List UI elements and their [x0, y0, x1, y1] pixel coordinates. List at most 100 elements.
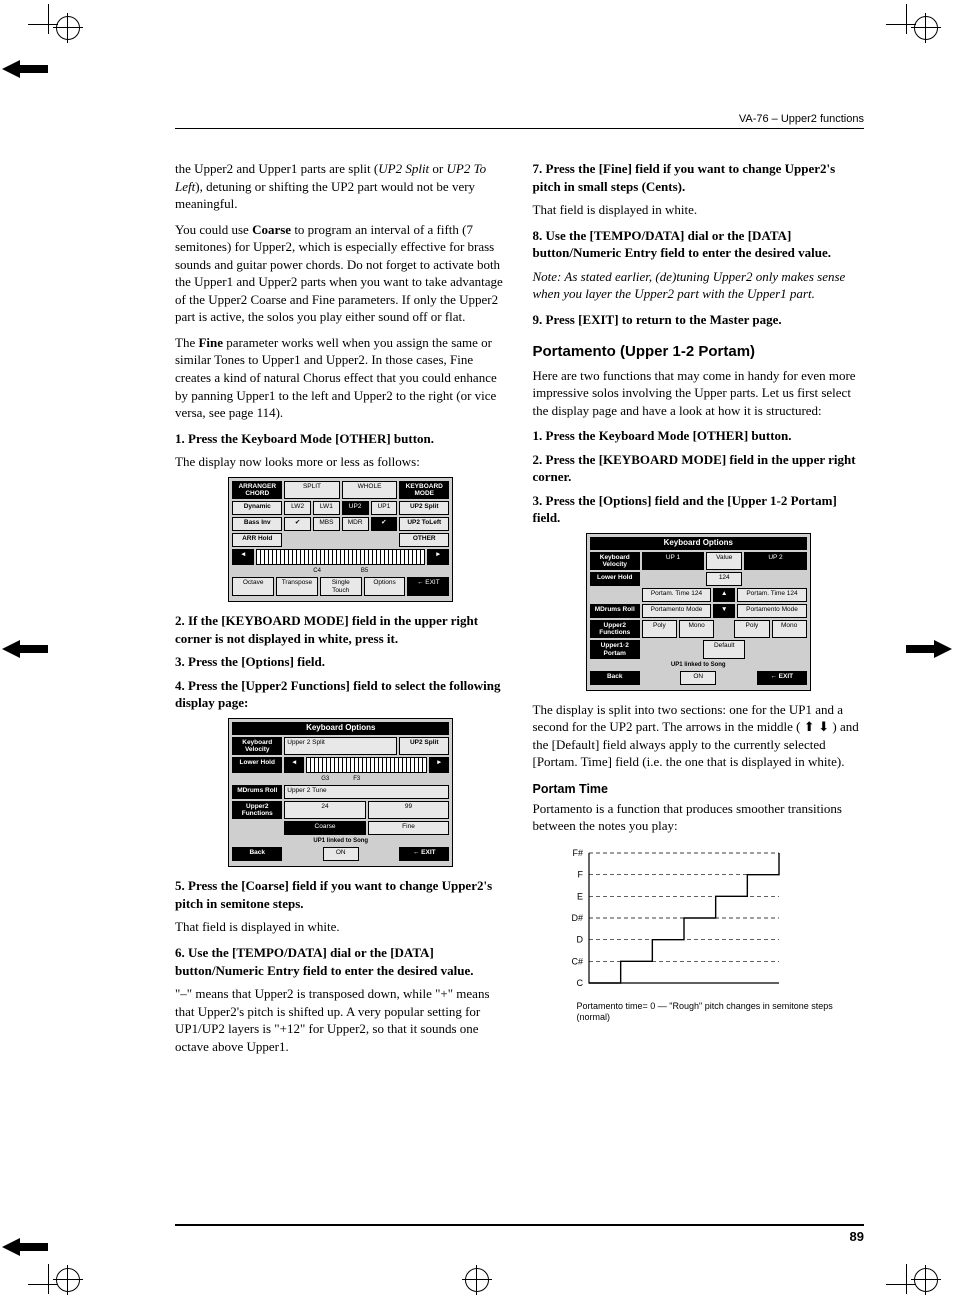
registration-mark	[914, 1268, 938, 1292]
lcd-cell: Keyboard Velocity	[590, 552, 640, 570]
step-number: 6.	[175, 945, 185, 960]
lcd-cell: UP 2	[744, 552, 807, 570]
lcd-cell: UP2 Split	[399, 501, 449, 515]
italic: UP2 Split	[378, 161, 429, 176]
para: The display is split into two sections: …	[533, 701, 865, 771]
svg-text:D: D	[576, 935, 583, 945]
lcd-cell: Upper1·2 Portam	[590, 640, 640, 658]
lcd-label: Portam. Time	[651, 590, 690, 597]
text: parameter works well when you assign the…	[175, 335, 497, 420]
step-number: 2.	[533, 452, 543, 467]
lcd-keyboard-icon	[306, 757, 427, 773]
svg-text:C: C	[576, 978, 583, 988]
lcd-cell: KEYBOARD MODE	[399, 481, 449, 499]
registration-mark	[465, 1268, 489, 1292]
step-body: Press the Keyboard Mode [OTHER] button.	[546, 428, 792, 443]
step-9: 9. Press [EXIT] to return to the Master …	[533, 311, 865, 329]
lcd-cell: MBS	[313, 517, 340, 531]
lcd-cell: Bass Inv	[232, 517, 282, 531]
step-body: If the [KEYBOARD MODE] field in the uppe…	[175, 613, 478, 646]
text: to program an interval of a fifth (7 sem…	[175, 222, 503, 325]
step-body: Press the [Fine] field if you want to ch…	[533, 161, 836, 194]
step-number: 9.	[533, 312, 543, 327]
lcd-cell: Transpose	[276, 577, 318, 596]
lcd-cell: 24	[284, 801, 366, 819]
lcd-cell: Upper 2 Tune	[284, 785, 449, 799]
running-head: VA-76 – Upper2 functions	[739, 112, 864, 127]
lcd-cell: ← EXIT	[407, 577, 449, 596]
step-1: 1. Press the Keyboard Mode [OTHER] butto…	[175, 430, 507, 448]
lcd-cell: 99	[368, 801, 450, 819]
step-7: 7. Press the [Fine] field if you want to…	[533, 160, 865, 195]
r-step-1: 1. Press the Keyboard Mode [OTHER] butto…	[533, 427, 865, 445]
step-2: 2. If the [KEYBOARD MODE] field in the u…	[175, 612, 507, 647]
step-body: Press [EXIT] to return to the Master pag…	[546, 312, 782, 327]
lcd-cell: MDR	[342, 517, 369, 531]
lcd-cell: Fine	[368, 821, 450, 835]
lcd-cell: WHOLE	[342, 481, 398, 499]
lcd-cell: LW2	[284, 501, 311, 515]
lcd-cell: Octave	[232, 577, 274, 596]
lcd-cell: Keyboard Velocity	[232, 737, 282, 755]
text: the Upper2 and Upper1 parts are split (	[175, 161, 378, 176]
r-step-3: 3. Press the [Options] field and the [Up…	[533, 492, 865, 527]
lcd-cell: ON	[323, 847, 359, 861]
side-arrow-icon	[906, 640, 952, 658]
step-1-tail: The display now looks more or less as fo…	[175, 453, 507, 471]
lcd-cell: OTHER	[399, 533, 449, 547]
lcd-cell: Lower Hold	[590, 572, 640, 586]
svg-text:E: E	[576, 891, 582, 901]
para: Here are two functions that may come in …	[533, 367, 865, 420]
lcd-cell: Lower Hold	[232, 757, 282, 773]
side-arrow-icon	[2, 60, 48, 78]
step-body: Use the [TEMPO/DATA] dial or the [DATA] …	[175, 945, 474, 978]
lcd-cell: Mono	[772, 620, 807, 638]
step-number: 7.	[533, 161, 543, 176]
lcd-cell: UP2 Split	[399, 737, 449, 755]
step-number: 3.	[533, 493, 543, 508]
lcd-cell: Back	[232, 847, 282, 861]
step-body: Press the Keyboard Mode [OTHER] button.	[188, 431, 434, 446]
page-number: 89	[850, 1228, 864, 1246]
text: ), detuning or shifting the UP2 part wou…	[175, 179, 475, 212]
lcd-cell: Back	[590, 671, 640, 685]
lcd-value: 124	[787, 590, 798, 597]
step-3: 3. Press the [Options] field.	[175, 653, 507, 671]
lcd-cell: ← EXIT	[757, 671, 807, 685]
lcd-title: Keyboard Options	[590, 537, 807, 550]
para: Portamento is a function that produces s…	[533, 800, 865, 835]
lcd-cell: Default	[703, 640, 745, 658]
lcd-label: B5	[361, 567, 368, 575]
lcd-cell: Mono	[679, 620, 714, 638]
bold: Fine	[198, 335, 223, 350]
para: the Upper2 and Upper1 parts are split (U…	[175, 160, 507, 213]
step-5-tail: That field is displayed in white.	[175, 918, 507, 936]
lcd-cell: Upper 2 Split	[284, 737, 397, 755]
step-6: 6. Use the [TEMPO/DATA] dial or the [DAT…	[175, 944, 507, 979]
side-arrow-icon	[2, 1238, 48, 1256]
lcd-cell: LW1	[313, 501, 340, 515]
lcd-label: C4	[313, 567, 321, 575]
step-body: Use the [TEMPO/DATA] dial or the [DATA] …	[533, 228, 832, 261]
svg-text:F#: F#	[572, 848, 583, 858]
step-body: Press the [KEYBOARD MODE] field in the u…	[533, 452, 856, 485]
lcd-cell: MDrums Roll	[232, 785, 282, 799]
heading-portamento: Portamento (Upper 1-2 Portam)	[533, 342, 865, 362]
lcd-cell: Single Touch	[320, 577, 362, 596]
lcd-cell: Portamento Mode	[642, 604, 712, 618]
lcd-cell: Dynamic	[232, 501, 282, 515]
lcd-cell: SPLIT	[284, 481, 340, 499]
up-down-arrow-icon: ⬆ ⬇	[804, 719, 829, 734]
lcd-keyboard-icon	[256, 549, 425, 565]
lcd-cell: Portamento Mode	[737, 604, 807, 618]
lcd-cell: ARR Hold	[232, 533, 282, 547]
lcd-label: Portam. Time	[746, 590, 785, 597]
body-columns: the Upper2 and Upper1 parts are split (U…	[175, 160, 864, 1055]
lcd-screenshot-keyboard-mode: ARRANGER CHORD SPLIT WHOLE KEYBOARD MODE…	[228, 477, 453, 602]
lcd-screenshot-portamento: Keyboard Options Keyboard Velocity UP 1 …	[586, 533, 811, 691]
step-body: Press the [Options] field and the [Upper…	[533, 493, 837, 526]
lcd-cell: ON	[680, 671, 716, 685]
lcd-cell: Options	[364, 577, 406, 596]
step-number: 2.	[175, 613, 185, 628]
step-number: 5.	[175, 878, 185, 893]
